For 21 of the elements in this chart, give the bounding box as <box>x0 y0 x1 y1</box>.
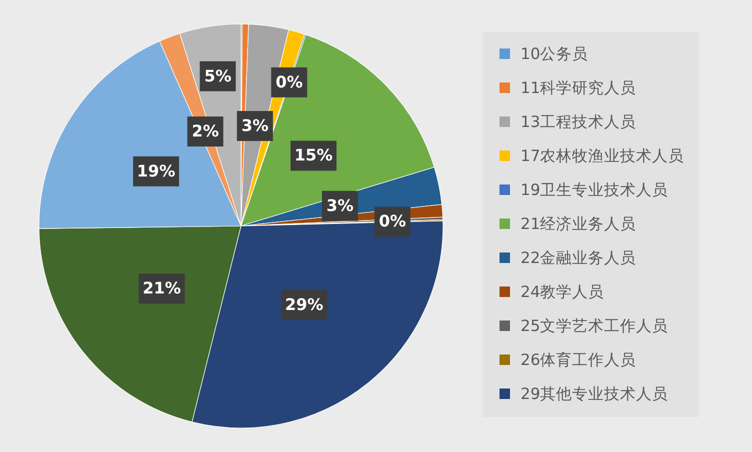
legend-label: 29其他专业技术人员 <box>520 384 668 403</box>
data-label: 29% <box>285 294 324 314</box>
legend-label: 19卫生专业技术人员 <box>520 180 668 199</box>
legend-label: 24教学人员 <box>520 282 604 301</box>
data-label: 19% <box>136 161 176 180</box>
legend-label: 25文学艺术工作人员 <box>520 316 668 335</box>
legend-label: 26体育工作人员 <box>520 350 636 369</box>
legend-label: 21经济业务人员 <box>520 214 636 233</box>
data-label: 2% <box>192 122 219 141</box>
legend-label: 11科学研究人员 <box>520 78 636 97</box>
data-label: 0% <box>276 72 303 92</box>
legend-label: 22金融业务人员 <box>520 248 636 267</box>
data-label: 5% <box>204 66 232 86</box>
data-label: 15% <box>294 146 333 165</box>
legend-label: 17农林牧渔业技术人员 <box>520 146 684 165</box>
data-label: 3% <box>326 196 354 215</box>
data-label: 3% <box>241 116 269 135</box>
data-label: 21% <box>142 278 181 298</box>
legend-label: 13工程技术人员 <box>520 112 636 131</box>
legend-label: 10公务员 <box>520 44 588 63</box>
data-label: 0% <box>378 212 406 231</box>
